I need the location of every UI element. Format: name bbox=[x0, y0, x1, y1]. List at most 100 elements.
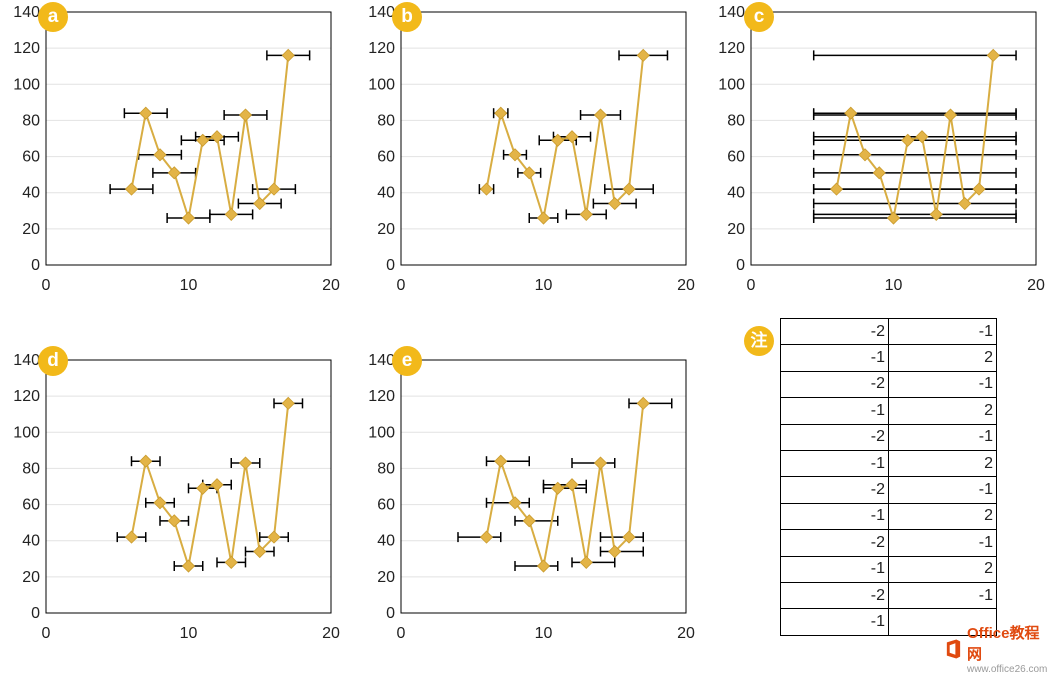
data-point bbox=[267, 530, 281, 544]
error-bar bbox=[514, 515, 559, 526]
x-tick-label: 20 bbox=[322, 277, 340, 294]
data-point bbox=[915, 130, 929, 144]
x-tick-label: 0 bbox=[42, 625, 51, 642]
y-tick-label: 40 bbox=[22, 533, 40, 550]
data-point bbox=[508, 148, 522, 162]
data-point bbox=[622, 182, 636, 196]
data-point bbox=[579, 207, 593, 221]
note-table-cell: -2 bbox=[780, 581, 889, 610]
watermark-url: www.office26.com bbox=[966, 664, 1048, 675]
x-tick-label: 0 bbox=[747, 277, 756, 294]
error-bar bbox=[542, 479, 587, 490]
data-point bbox=[608, 196, 622, 211]
note-table-cell: -1 bbox=[780, 397, 889, 425]
x-tick-label: 0 bbox=[397, 277, 406, 294]
note-table-cell: -1 bbox=[780, 608, 889, 636]
note-table-cell: -2 bbox=[780, 476, 889, 504]
y-tick-label: 0 bbox=[31, 257, 40, 274]
note-table-cell: -1 bbox=[780, 555, 889, 583]
y-tick-label: 40 bbox=[377, 185, 395, 202]
y-tick-label: 80 bbox=[22, 112, 40, 129]
y-tick-label: 140 bbox=[368, 352, 395, 369]
data-point bbox=[181, 211, 196, 225]
x-tick-label: 10 bbox=[535, 277, 553, 294]
note-table-cell: -1 bbox=[780, 344, 889, 372]
data-point bbox=[167, 166, 181, 180]
data-point bbox=[210, 478, 224, 492]
data-point bbox=[224, 555, 238, 569]
y-tick-label: 120 bbox=[368, 388, 395, 405]
error-bar bbox=[812, 50, 1017, 61]
y-tick-label: 100 bbox=[13, 424, 40, 441]
note-table-cell: -1 bbox=[888, 476, 997, 504]
error-bar bbox=[812, 198, 1017, 209]
y-tick-label: 80 bbox=[377, 112, 395, 129]
y-tick-label: 40 bbox=[22, 185, 40, 202]
error-bar bbox=[812, 209, 1017, 220]
note-table-cell: -1 bbox=[888, 370, 997, 399]
y-tick-label: 120 bbox=[718, 40, 745, 57]
note-table-cell: 2 bbox=[888, 449, 997, 478]
y-tick-label: 20 bbox=[727, 221, 745, 238]
chart-panel-e: 0 20 40 60 80 100 120 140 0 10 20 bbox=[368, 352, 695, 642]
data-point bbox=[167, 514, 181, 528]
data-point bbox=[608, 544, 622, 559]
data-point bbox=[829, 182, 844, 196]
y-tick-label: 140 bbox=[13, 4, 40, 21]
data-point bbox=[124, 530, 139, 544]
y-tick-label: 40 bbox=[377, 533, 395, 550]
y-tick-label: 60 bbox=[377, 149, 395, 166]
note-table-cell: -2 bbox=[780, 423, 889, 451]
y-tick-label: 100 bbox=[718, 76, 745, 93]
plot-area-frame bbox=[400, 359, 687, 614]
note-table-row: -2 -1 bbox=[780, 529, 997, 557]
note-table-cell: 2 bbox=[888, 555, 997, 583]
data-point bbox=[508, 496, 522, 510]
data-point bbox=[153, 148, 167, 162]
note-table-cell: -2 bbox=[780, 370, 889, 399]
panel-badge-c: c bbox=[744, 2, 774, 32]
data-point bbox=[858, 148, 872, 162]
x-tick-label: 20 bbox=[322, 625, 340, 642]
plot-area-frame bbox=[750, 11, 1037, 266]
data-point bbox=[872, 166, 886, 180]
note-badge: 注 bbox=[744, 326, 774, 356]
y-tick-label: 140 bbox=[368, 4, 395, 21]
note-table-cell: -1 bbox=[780, 502, 889, 531]
x-tick-label: 20 bbox=[677, 625, 695, 642]
note-table-row: -2 -1 bbox=[780, 423, 997, 451]
x-tick-label: 0 bbox=[42, 277, 51, 294]
y-tick-label: 120 bbox=[13, 388, 40, 405]
error-bar bbox=[599, 532, 644, 543]
data-point bbox=[267, 182, 281, 196]
data-point bbox=[986, 48, 1000, 62]
y-tick-label: 20 bbox=[377, 221, 395, 238]
note-table-cell: -2 bbox=[780, 529, 889, 557]
y-tick-label: 0 bbox=[31, 605, 40, 622]
data-point bbox=[943, 108, 958, 122]
error-bar bbox=[571, 458, 616, 469]
error-bar bbox=[457, 532, 502, 543]
y-tick-label: 120 bbox=[368, 40, 395, 57]
data-point bbox=[210, 130, 224, 144]
y-tick-label: 120 bbox=[13, 40, 40, 57]
data-point bbox=[929, 207, 943, 221]
note-table-cell: -2 bbox=[780, 317, 889, 346]
y-tick-label: 0 bbox=[386, 257, 395, 274]
note-table-row: -1 bbox=[780, 608, 997, 636]
data-point bbox=[565, 130, 579, 144]
error-bar bbox=[628, 398, 673, 409]
data-point bbox=[972, 182, 986, 196]
y-tick-label: 100 bbox=[13, 76, 40, 93]
data-point bbox=[253, 544, 267, 559]
x-tick-label: 20 bbox=[1027, 277, 1045, 294]
note-table-cell: -1 bbox=[888, 423, 997, 451]
data-point bbox=[124, 182, 139, 196]
data-point bbox=[196, 481, 210, 495]
data-point bbox=[196, 133, 210, 147]
data-point bbox=[479, 182, 494, 196]
error-bar bbox=[599, 546, 644, 557]
x-tick-label: 0 bbox=[397, 625, 406, 642]
data-point bbox=[551, 133, 565, 147]
note-table-cell: -1 bbox=[888, 529, 997, 557]
